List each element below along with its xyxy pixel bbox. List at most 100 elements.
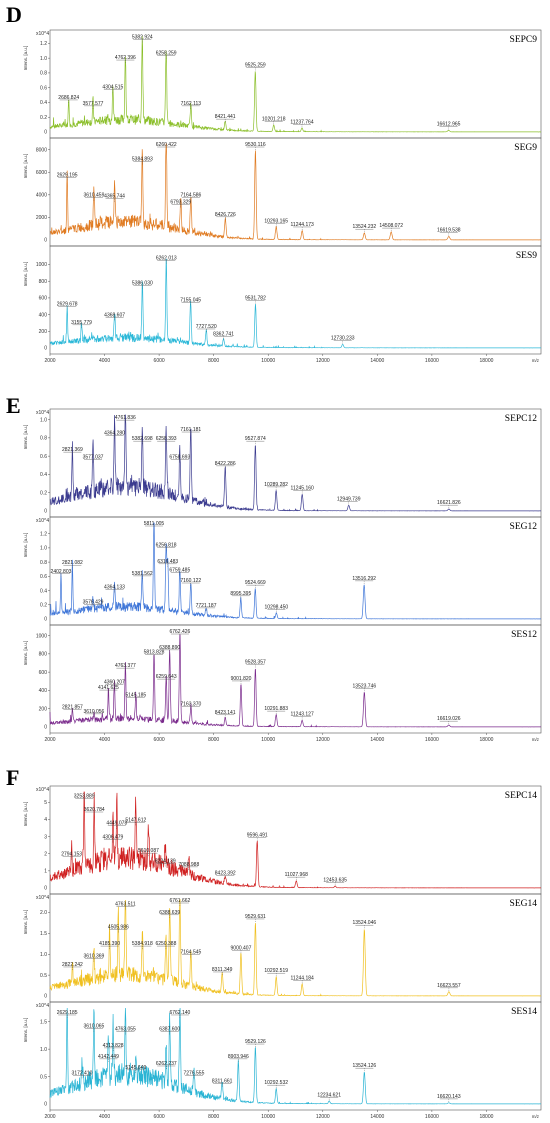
x-tick-label: 4000 bbox=[99, 358, 110, 364]
peak-label: 4763.511 bbox=[115, 901, 136, 907]
y-tick-label: 1.0 bbox=[40, 546, 47, 552]
y-tick-label: 6000 bbox=[36, 170, 47, 176]
y-tick-label: 1.2 bbox=[40, 41, 47, 47]
x-axis: 2000 4000 6000 8000 10000 12000 14000 16000 1800… bbox=[44, 354, 540, 364]
peak-label: 4304.515 bbox=[102, 85, 123, 91]
peak-label: 8362.741 bbox=[213, 331, 234, 337]
y-tick-label: 2.0 bbox=[40, 910, 47, 916]
sample-label: SES9 bbox=[516, 251, 537, 261]
y-tick-label: 0.6 bbox=[40, 85, 47, 91]
subplot-sepc14: Intens. [a.u.] x10^4 1 2 3 4 5 0 SEPC14 2794.153 3… bbox=[23, 785, 542, 895]
peak-label: 6793.329 bbox=[170, 199, 191, 205]
subplot-ses12: Intens. [a.u.] 200 400 600 800 1000 0 SES12 2821… bbox=[23, 624, 542, 734]
peak-label: 6388.890 bbox=[159, 645, 180, 651]
peak-label: 4368.607 bbox=[104, 312, 125, 318]
panel-letter: D bbox=[6, 2, 22, 27]
panel-F: F Intens. [a.u.] x10^4 1 2 3 4 5 0 SEPC14 2794.153… bbox=[6, 765, 542, 1120]
spectrum-line bbox=[49, 35, 541, 133]
peak-label: 4360.207 bbox=[104, 680, 125, 686]
y-tick-label: 1.0 bbox=[40, 952, 47, 958]
spectrum-line bbox=[49, 414, 541, 512]
y-tick-label: 600 bbox=[39, 296, 48, 302]
y-axis-label: Intens. [a.u.] bbox=[23, 910, 28, 935]
peak-label: 4306.479 bbox=[102, 834, 123, 840]
subplot-seg14: Intens. [a.u.] x10^4 0.5 1.0 1.5 2.0 0 SEG14 282… bbox=[23, 893, 542, 1003]
y-tick-label: 400 bbox=[39, 688, 48, 694]
peak-label: 5610.087 bbox=[138, 848, 159, 854]
y-tick-label: 0.4 bbox=[40, 472, 47, 478]
peak-label: 6262.013 bbox=[156, 256, 177, 262]
subplot-frame bbox=[49, 245, 542, 355]
peak-label: 7160.122 bbox=[180, 578, 201, 584]
peak-label: 16619.538 bbox=[437, 228, 461, 234]
spectrum-line bbox=[49, 143, 541, 241]
x-axis-unit: m/z bbox=[532, 358, 540, 363]
x-tick-label: 2000 bbox=[44, 737, 55, 743]
peak-label: 6262.237 bbox=[156, 1061, 177, 1067]
peak-label: 9527.874 bbox=[245, 436, 266, 442]
peak-label: 3577.037 bbox=[83, 454, 104, 460]
sample-label: SEPC12 bbox=[505, 414, 537, 424]
peak-label: 6387.600 bbox=[159, 1026, 180, 1032]
subplot-ses9: Intens. [a.u.] 200 400 600 800 1000 0 SES9 2629.… bbox=[23, 245, 542, 355]
peak-label: 16619.026 bbox=[437, 716, 461, 722]
peak-label: 9001.820 bbox=[231, 676, 252, 682]
peak-label: 8423.392 bbox=[215, 870, 236, 876]
peak-label: 2686.824 bbox=[58, 95, 79, 101]
panel-E: E Intens. [a.u.] x10^4 0.2 0.4 0.6 0.8 1.0 0 SEPC… bbox=[6, 393, 542, 743]
peak-label: 3155.779 bbox=[71, 320, 92, 326]
spectrum-line bbox=[49, 258, 541, 349]
peak-label: 12234.621 bbox=[317, 1092, 341, 1098]
peak-label: 3253.889 bbox=[74, 793, 95, 799]
y-tick-label: 0.2 bbox=[40, 490, 47, 496]
x-axis: 2000 4000 6000 8000 10000 12000 14000 16000 1800… bbox=[44, 1110, 540, 1120]
subplot-frame bbox=[49, 1001, 542, 1111]
y-tick-label: 2000 bbox=[36, 215, 47, 221]
x-tick-label: 14000 bbox=[370, 737, 384, 743]
peak-label: 13524.126 bbox=[353, 1063, 377, 1069]
sample-label: SEPC14 bbox=[505, 791, 537, 801]
x-axis-unit: m/z bbox=[532, 737, 540, 742]
peak-label: 11237.764 bbox=[290, 119, 313, 125]
peak-label: 9531.782 bbox=[245, 296, 266, 302]
peak-label: 6250.388 bbox=[156, 941, 177, 947]
peak-label: 3610.056 bbox=[83, 709, 104, 715]
x-tick-label: 10000 bbox=[261, 1114, 275, 1120]
peak-label: 6761.662 bbox=[169, 898, 190, 904]
y-multiplier: x10^4 bbox=[36, 787, 49, 793]
peak-label: 4449.078 bbox=[106, 821, 127, 827]
y-multiplier: x10^4 bbox=[36, 895, 49, 901]
peak-label: 9530.116 bbox=[245, 142, 266, 148]
sample-label: SES12 bbox=[511, 630, 537, 640]
peak-label: 3172.410 bbox=[72, 1070, 93, 1076]
y-tick-label: 800 bbox=[39, 279, 48, 285]
y-tick-label: 0.8 bbox=[40, 71, 47, 77]
sample-label: SEG12 bbox=[510, 522, 538, 532]
peak-label: 4762.396 bbox=[115, 55, 136, 61]
peak-label: 5145.185 bbox=[125, 692, 146, 698]
y-tick-label: 4000 bbox=[36, 193, 47, 199]
subplot-seg12: Intens. [a.u.] x10^4 0.2 0.4 0.6 0.8 1.0 1.2 0 SE… bbox=[23, 516, 542, 626]
x-tick-label: 14000 bbox=[370, 358, 384, 364]
y-tick-label: 1000 bbox=[36, 633, 47, 639]
peak-label: 4313.828 bbox=[103, 1043, 124, 1049]
y-tick-label: 8000 bbox=[36, 147, 47, 153]
peak-label: 4505.986 bbox=[108, 924, 129, 930]
x-tick-label: 2000 bbox=[44, 358, 55, 364]
y-axis-label: Intens. [a.u.] bbox=[23, 1018, 28, 1043]
peak-label: 6762.426 bbox=[169, 629, 190, 635]
x-tick-label: 16000 bbox=[425, 358, 439, 364]
peak-label: 7163.370 bbox=[180, 702, 201, 708]
peak-label: 4364.280 bbox=[104, 431, 125, 437]
peak-label: 7164.545 bbox=[180, 949, 201, 955]
y-tick-label: 0.6 bbox=[40, 574, 47, 580]
subplot-frame bbox=[49, 893, 542, 1003]
y-tick-label: 0 bbox=[44, 725, 47, 731]
peak-label: 8426.726 bbox=[215, 212, 236, 218]
spectrum-line bbox=[49, 898, 541, 997]
x-tick-label: 16000 bbox=[425, 1114, 439, 1120]
peak-label: 12949.739 bbox=[337, 497, 361, 503]
y-tick-label: 0.4 bbox=[40, 100, 47, 106]
peak-label: 2629.185 bbox=[57, 1010, 78, 1016]
peak-label: 5382.698 bbox=[132, 436, 153, 442]
